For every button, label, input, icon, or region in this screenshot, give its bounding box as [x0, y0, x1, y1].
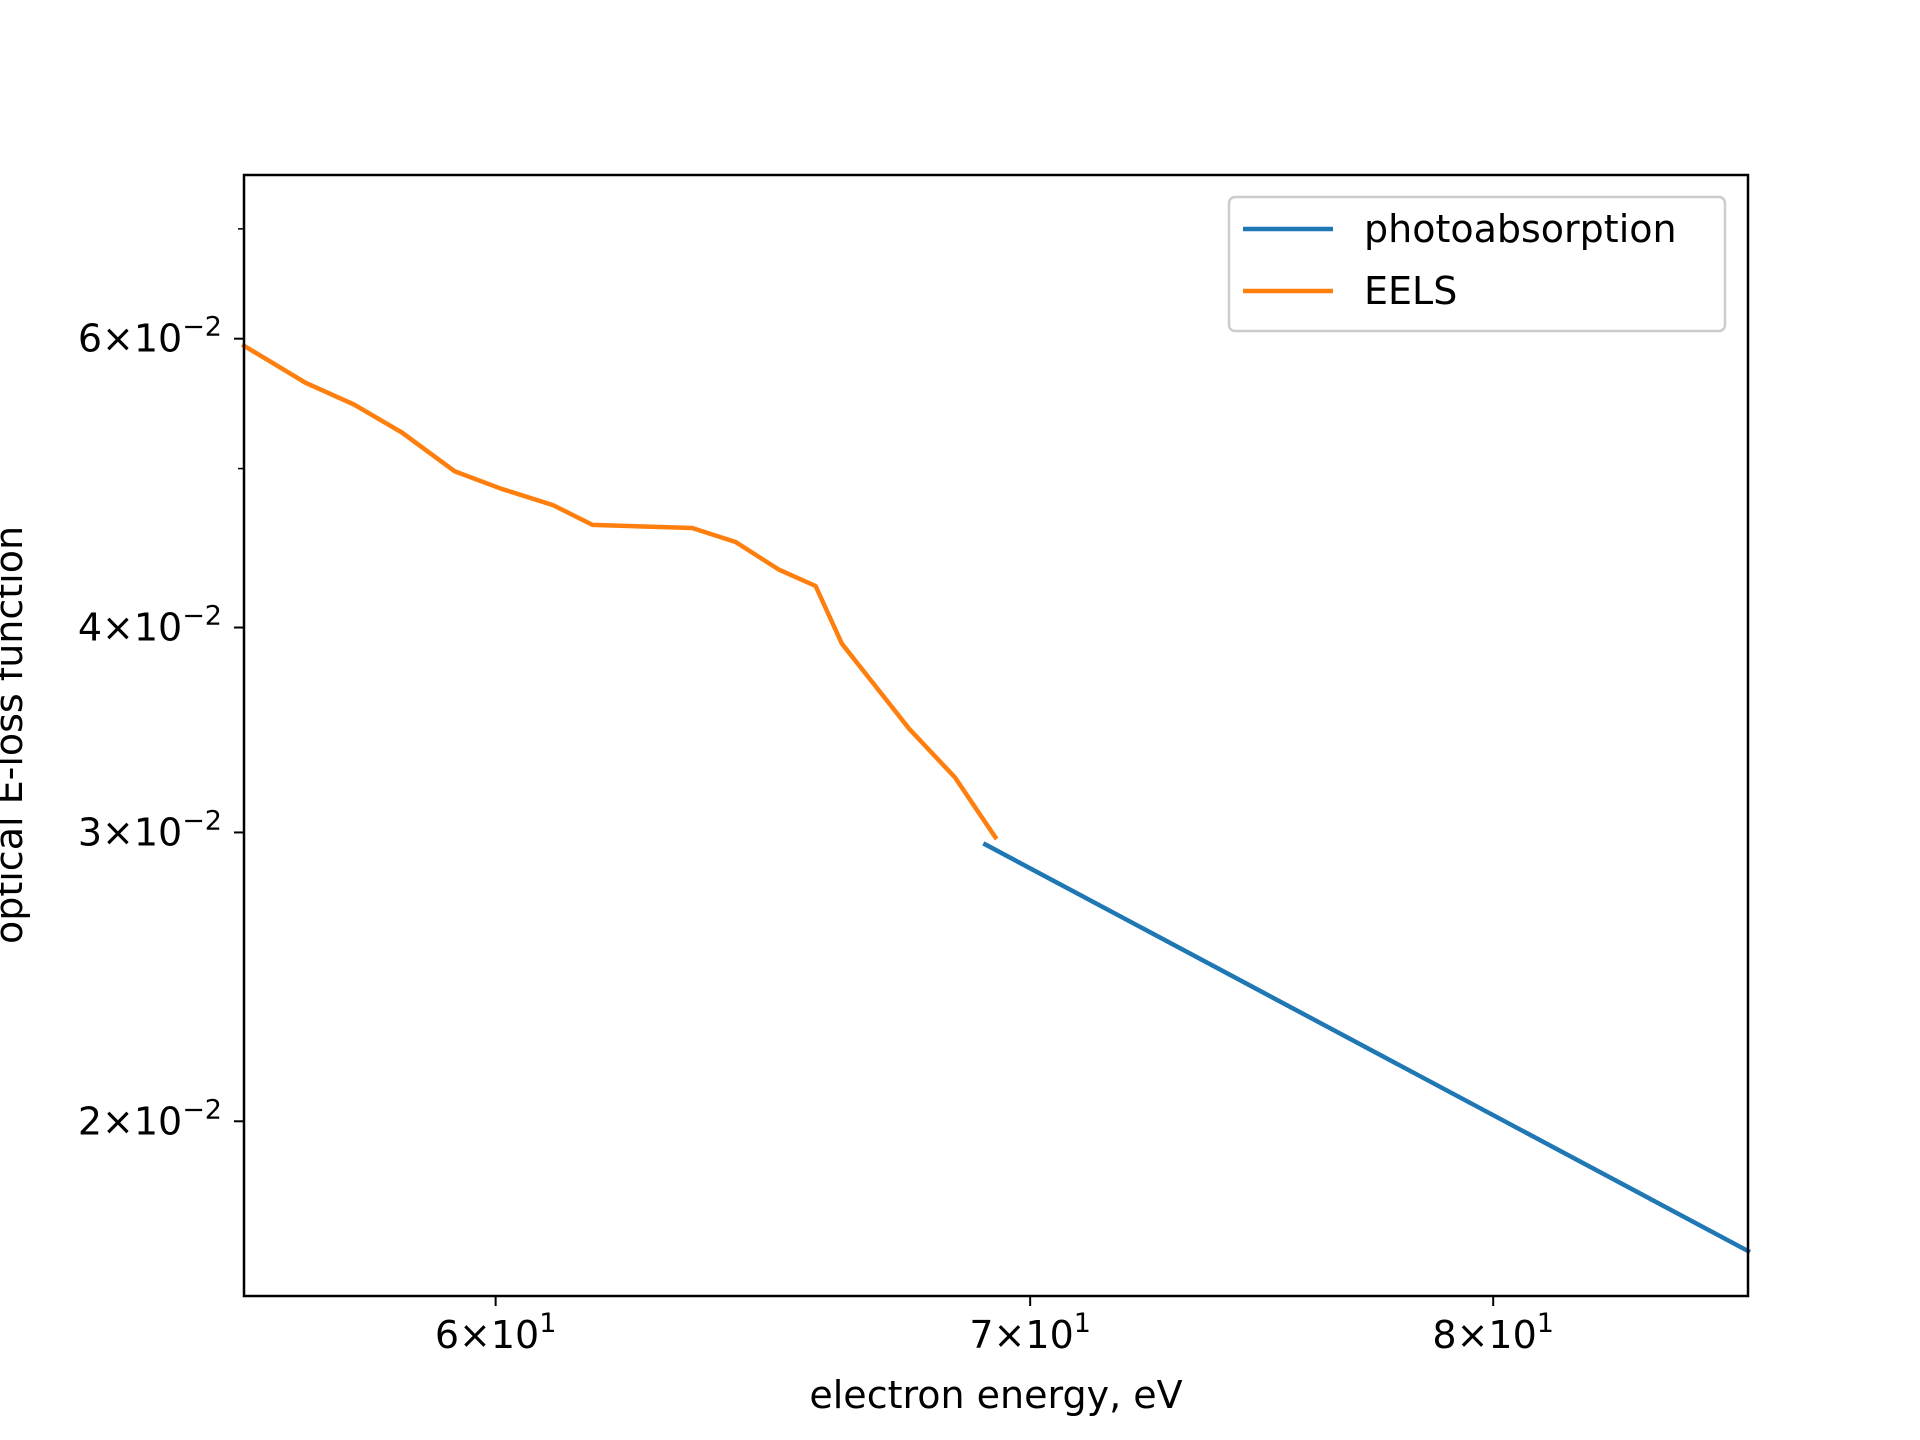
x-tick-label-70: 7×101	[969, 1308, 1091, 1357]
y-tick-label-0.02: 2×10−2	[78, 1094, 222, 1143]
legend-label-photoabsorption: photoabsorption	[1364, 207, 1677, 251]
plot-area	[244, 175, 1748, 1296]
series-layer	[240, 342, 1752, 1255]
legend: photoabsorption EELS	[1227, 195, 1727, 333]
y-tick-label-0.03: 3×10−2	[78, 805, 222, 854]
y-axis-label: optical E-loss function	[0, 526, 31, 944]
x-tick-label-80: 8×101	[1432, 1308, 1554, 1357]
legend-label-eels: EELS	[1364, 269, 1457, 313]
x-axis-label: electron energy, eV	[809, 1373, 1182, 1417]
y-axis: 2×10−2 3×10−2 4×10−2 6×10−2	[78, 228, 244, 1143]
y-tick-label-0.06: 6×10−2	[78, 312, 222, 361]
y-tick-label-0.04: 4×10−2	[78, 601, 222, 650]
legend-frame	[1227, 195, 1727, 333]
plot-frame	[242, 173, 1750, 1298]
series-line-photoabsorption	[982, 841, 1752, 1255]
series-line-eels	[240, 342, 999, 841]
x-tick-label-60: 6×101	[435, 1308, 557, 1357]
x-axis: 6×101 7×101 8×101	[435, 1296, 1554, 1357]
